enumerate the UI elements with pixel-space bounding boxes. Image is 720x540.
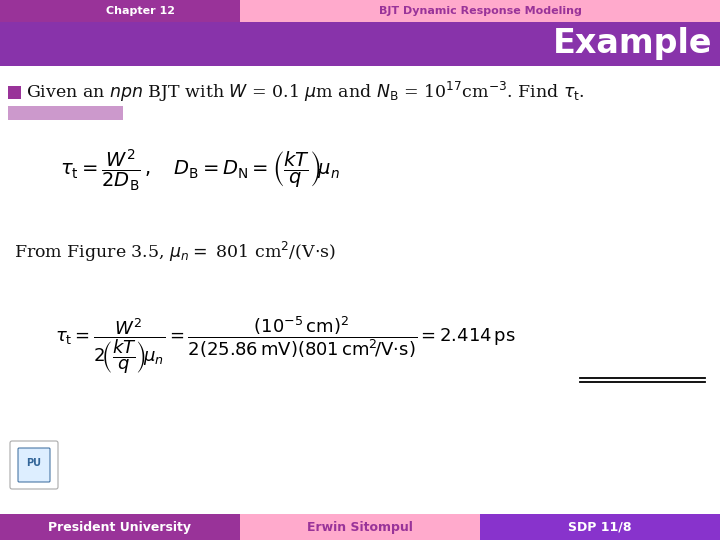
- FancyBboxPatch shape: [480, 514, 720, 540]
- FancyBboxPatch shape: [0, 0, 240, 22]
- FancyBboxPatch shape: [18, 448, 50, 482]
- Text: $\tau_\mathrm{t} = \dfrac{W^2}{2\!\left(\dfrac{kT}{q}\right)\!\mu_n} = \dfrac{(1: $\tau_\mathrm{t} = \dfrac{W^2}{2\!\left(…: [55, 314, 516, 376]
- FancyBboxPatch shape: [0, 514, 240, 540]
- FancyBboxPatch shape: [240, 514, 480, 540]
- FancyBboxPatch shape: [8, 85, 21, 98]
- Text: Example: Example: [552, 28, 712, 60]
- FancyBboxPatch shape: [0, 66, 720, 514]
- FancyBboxPatch shape: [10, 441, 58, 489]
- Text: Chapter 12: Chapter 12: [106, 6, 174, 16]
- FancyBboxPatch shape: [240, 0, 720, 22]
- Text: PU: PU: [27, 458, 42, 468]
- FancyBboxPatch shape: [0, 22, 720, 66]
- Text: Erwin Sitompul: Erwin Sitompul: [307, 521, 413, 534]
- Text: President University: President University: [48, 521, 192, 534]
- Text: From Figure 3.5, $\mu_n =$ 801 cm$^2$/(V$\cdot$s): From Figure 3.5, $\mu_n =$ 801 cm$^2$/(V…: [14, 240, 336, 264]
- Text: SDP 11/8: SDP 11/8: [568, 521, 631, 534]
- Text: $\tau_\mathrm{t} = \dfrac{W^2}{2D_\mathrm{B}}$$\, ,\quad D_\mathrm{B} = D_\mathr: $\tau_\mathrm{t} = \dfrac{W^2}{2D_\mathr…: [60, 147, 340, 193]
- Text: Given an $\mathit{npn}$ BJT with $W$ = 0.1 $\mu$m and $N_\mathrm{B}$ = 10$^{17}$: Given an $\mathit{npn}$ BJT with $W$ = 0…: [26, 80, 585, 104]
- Text: BJT Dynamic Response Modeling: BJT Dynamic Response Modeling: [379, 6, 582, 16]
- FancyBboxPatch shape: [8, 106, 123, 120]
